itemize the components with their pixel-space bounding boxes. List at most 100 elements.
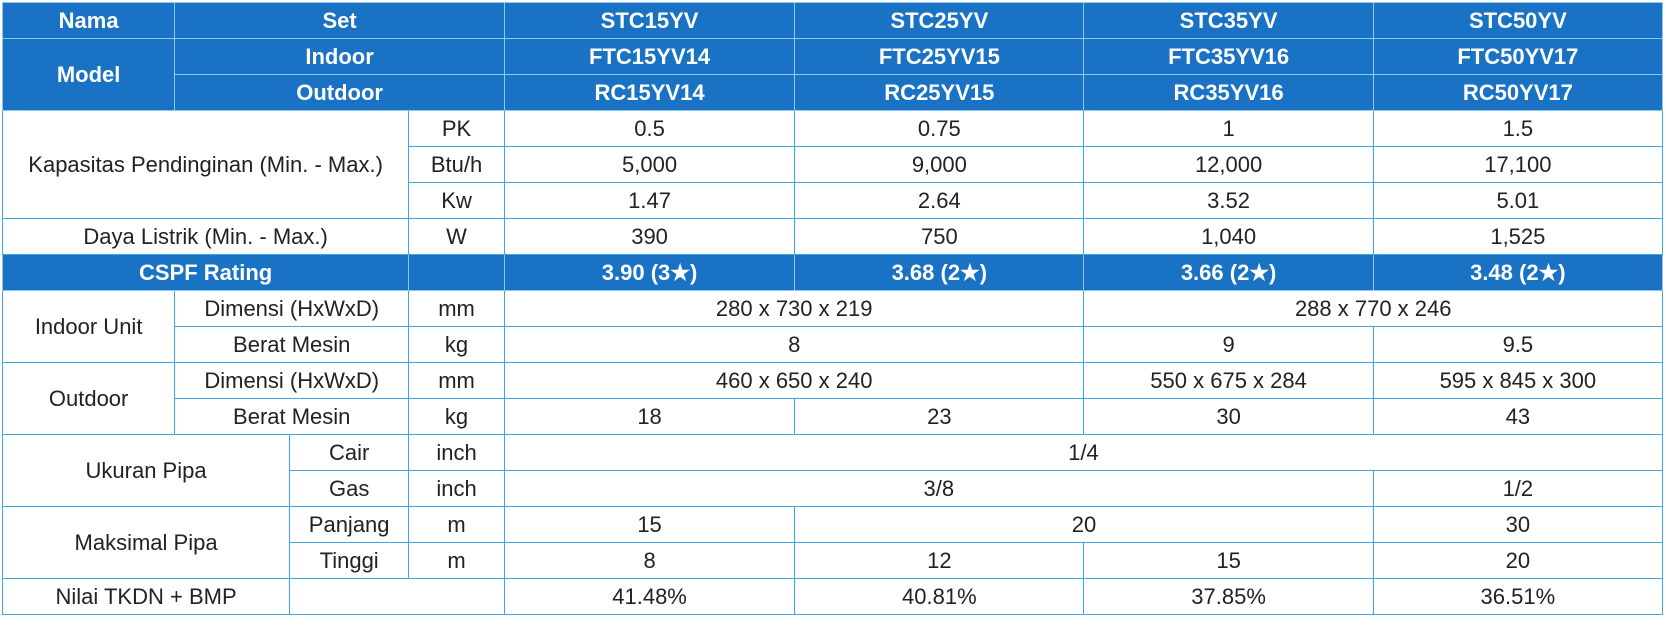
set-header: Set [174,2,505,39]
value-cell: 12 [794,542,1085,579]
header-row-outdoor: Outdoor RC15YV14 RC25YV15 RC35YV16 RC50Y… [3,74,1664,111]
value-cell: 18 [503,398,796,435]
value-cell: 0.75 [794,110,1085,147]
pipe-liquid-row: Ukuran Pipa Cair inch 1/4 [1,434,1664,507]
pipe-liquid-label: Cair [289,434,410,471]
tkdn-empty-cell [289,578,505,615]
value-cell: 5,000 [503,146,796,183]
tkdn-label: Nilai TKDN + BMP [1,578,291,615]
unit-cell: mm [408,362,505,399]
value-cell: 5.01 [1372,182,1664,219]
value-cell: 37.85% [1083,578,1374,615]
value-cell: 20 [1372,542,1664,579]
indoor-model-cell: FTC15YV14 [503,38,796,75]
outdoor-unit-label: Outdoor [1,362,176,435]
value-cell: 15 [1083,542,1374,579]
indoor-unit-label: Indoor Unit [1,290,176,363]
cooling-capacity-label: Kapasitas Pendinginan (Min. - Max.) [1,110,410,219]
spec-table: Nama Set STC15YV STC25YV STC35YV STC50YV… [1,2,1664,615]
pipe-gas-row: Gas inch 3/8 1/2 [3,470,1664,507]
value-cell: 288 x 770 x 246 [1083,290,1663,327]
value-cell: 9.5 [1372,326,1664,363]
spec-table-wrapper: Nama Set STC15YV STC25YV STC35YV STC50YV… [1,2,1664,615]
cspf-value: 3.90 (3★) [503,254,796,291]
unit-cell: m [408,506,505,543]
value-cell: 41.48% [503,578,796,615]
value-cell: 280 x 730 x 219 [503,290,1085,327]
value-cell: 17,100 [1372,146,1664,183]
value-cell: 2.64 [794,182,1085,219]
value-cell: 36.51% [1372,578,1664,615]
unit-cell: m [408,542,505,579]
indoor-weight-row: Berat Mesin kg 8 9 9.5 [3,326,1664,363]
cspf-row: CSPF Rating 3.90 (3★) 3.68 (2★) 3.66 (2★… [1,254,1664,291]
value-cell: 1,040 [1083,218,1374,255]
value-cell: 1/4 [503,434,1664,471]
tkdn-row: Nilai TKDN + BMP 41.48% 40.81% 37.85% 36… [1,578,1664,615]
power-row: Daya Listrik (Min. - Max.) W 390 750 1,0… [1,218,1664,255]
value-cell: 3/8 [503,470,1374,507]
unit-cell: kg [408,398,505,435]
nama-header: Nama [1,2,176,39]
model-header: Model [1,38,176,111]
unit-cell: kg [408,326,505,363]
indoor-header: Indoor [174,38,505,75]
cspf-value: 3.48 (2★) [1372,254,1664,291]
unit-cell: PK [408,110,505,147]
value-cell: 9,000 [794,146,1085,183]
pipe-gas-label: Gas [289,470,410,507]
max-pipe-length-label: Panjang [289,506,410,543]
unit-cell: Btu/h [408,146,505,183]
set-cell: STC50YV [1372,2,1664,39]
value-cell: 750 [794,218,1085,255]
indoor-weight-label: Berat Mesin [174,326,410,363]
value-cell: 1.47 [503,182,796,219]
value-cell: 550 x 675 x 284 [1083,362,1374,399]
value-cell: 8 [503,542,796,579]
outdoor-dim-label: Dimensi (HxWxD) [174,362,410,399]
cooling-btu-row: Btu/h 5,000 9,000 12,000 17,100 [3,146,1664,183]
outdoor-model-cell: RC15YV14 [503,74,796,111]
unit-cell: inch [408,470,505,507]
value-cell: 1 [1083,110,1374,147]
max-pipe-length-row: Maksimal Pipa Panjang m 15 20 30 [1,506,1664,579]
value-cell: 595 x 845 x 300 [1372,362,1664,399]
cooling-pk-row: Kapasitas Pendinginan (Min. - Max.) PK 0… [1,110,1664,219]
header-row-indoor: Model Indoor FTC15YV14 FTC25YV15 FTC35YV… [1,38,1664,111]
value-cell: 3.52 [1083,182,1374,219]
value-cell: 43 [1372,398,1664,435]
max-pipe-label: Maksimal Pipa [1,506,291,579]
value-cell: 30 [1372,506,1664,543]
indoor-dim-row: Indoor Unit Dimensi (HxWxD) mm 280 x 730… [1,290,1663,363]
indoor-dim-label: Dimensi (HxWxD) [174,290,410,327]
outdoor-dim-row: Outdoor Dimensi (HxWxD) mm 460 x 650 x 2… [1,362,1664,435]
value-cell: 30 [1083,398,1374,435]
value-cell: 460 x 650 x 240 [503,362,1085,399]
outdoor-weight-label: Berat Mesin [174,398,410,435]
outdoor-weight-row: Berat Mesin kg 18 23 30 43 [3,398,1664,435]
set-cell: STC25YV [794,2,1085,39]
value-cell: 20 [794,506,1374,543]
outdoor-model-cell: RC35YV16 [1083,74,1374,111]
cspf-value: 3.66 (2★) [1083,254,1374,291]
value-cell: 8 [503,326,1085,363]
cooling-kw-row: Kw 1.47 2.64 3.52 5.01 [3,182,1664,219]
outdoor-header: Outdoor [174,74,505,111]
value-cell: 1.5 [1372,110,1664,147]
cspf-label: CSPF Rating [1,254,410,291]
max-pipe-height-label: Tinggi [289,542,410,579]
pipe-size-label: Ukuran Pipa [1,434,291,507]
value-cell: 1/2 [1372,470,1664,507]
unit-cell: mm [408,290,505,327]
outdoor-model-cell: RC25YV15 [794,74,1085,111]
value-cell: 15 [503,506,796,543]
cspf-value: 3.68 (2★) [794,254,1085,291]
value-cell: 390 [503,218,796,255]
value-cell: 0.5 [503,110,796,147]
indoor-model-cell: FTC50YV17 [1372,38,1664,75]
header-row-set: Nama Set STC15YV STC25YV STC35YV STC50YV [1,2,1664,39]
max-pipe-height-row: Tinggi m 8 12 15 20 [3,542,1664,579]
set-cell: STC15YV [503,2,796,39]
value-cell: 12,000 [1083,146,1374,183]
value-cell: 40.81% [794,578,1085,615]
